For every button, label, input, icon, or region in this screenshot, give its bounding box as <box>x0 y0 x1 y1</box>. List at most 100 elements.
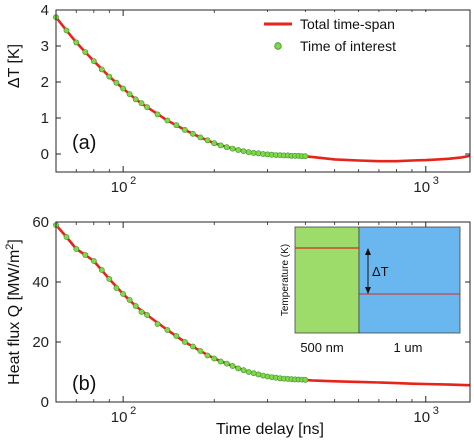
inset-diagram: ΔT Temperature (K) 500 nm 1 um <box>280 226 461 355</box>
panel-a-interest-point <box>204 137 211 144</box>
panel-b-interest-point <box>197 348 204 354</box>
panel-b-interest-point <box>138 309 145 315</box>
panel-b-y-tick-label: 60 <box>32 214 49 231</box>
panel-b-frame <box>55 221 471 403</box>
panel-a-interest-point <box>189 130 196 137</box>
panel-b-interest-point <box>164 327 171 333</box>
panel-b-x-tick-label: 10 <box>413 409 430 426</box>
panel-a-interest-point <box>126 91 133 98</box>
panel-a-interest-point <box>132 96 139 103</box>
panel-b-interest-point <box>63 234 70 240</box>
panel-a-interest-point <box>229 145 236 152</box>
panel-b-interest-point <box>211 355 218 362</box>
panel-a-y-tick-label: 1 <box>41 110 49 127</box>
panel-a-interest-point <box>144 104 150 111</box>
panel-a-y-tick-label: 0 <box>41 146 49 163</box>
panel-b-interest-point <box>144 312 150 318</box>
panel-b-interest-point <box>120 291 126 297</box>
panel-b-interest-point <box>245 369 252 375</box>
panel-b-interest-point <box>235 365 242 372</box>
panel-b-interest-point <box>173 333 180 339</box>
panel-a-y-axis-label: ΔT [K] <box>6 44 23 88</box>
panel-a-interest-point <box>223 144 230 151</box>
panel-a-interest-point <box>90 58 97 64</box>
panel-b-interest-point <box>204 352 211 359</box>
legend-box <box>260 12 466 62</box>
panel-b-x-tick-label: 10 <box>111 409 128 426</box>
panel-a-interest-point <box>98 66 105 73</box>
panel-b-interest-point <box>181 339 188 345</box>
panel-b-interest-point <box>73 246 80 252</box>
panel-b-interest-point <box>217 358 224 365</box>
inset-left-label: 500 nm <box>300 340 343 355</box>
panel-b-interest-point <box>223 360 230 367</box>
panel-a-y-tick-label: 4 <box>41 2 49 19</box>
panel-a-label: (a) <box>72 132 96 154</box>
panel-a-interest-point <box>173 122 180 129</box>
legend-interest-swatch <box>274 42 282 50</box>
panel-a-interest-point <box>113 79 120 86</box>
panel-a-interest-point <box>181 126 188 133</box>
panel-b-x-tick-exponent: 2 <box>130 405 136 417</box>
legend-interest-label: Time of interest <box>300 38 396 54</box>
panel-a-x-tick-label: 10 <box>111 179 128 196</box>
panel-a-x-tick-exponent: 3 <box>433 175 439 187</box>
panel-b-interest-point <box>106 276 113 282</box>
panel-a-series <box>53 14 471 163</box>
legend-total-label: Total time-span <box>300 16 395 32</box>
panel-a-x-tick-label: 10 <box>413 179 430 196</box>
panel-b-y-tick-label: 20 <box>32 334 49 351</box>
panel-b-y-axis-label: Heat flux Q [MW/m2] <box>4 239 23 385</box>
panel-b-interest-point <box>113 285 120 291</box>
panel-b-interest-point <box>82 252 89 258</box>
panel-a-interest-point <box>250 149 257 156</box>
panel-a-y-tick-label: 2 <box>41 74 49 91</box>
panel-a-frame <box>55 9 471 173</box>
panel-b-interest-point <box>98 267 105 273</box>
inset-y-axis-label: Temperature (K) <box>280 244 291 316</box>
inset-arrow-head-up <box>365 248 371 255</box>
panel-a-interest-point <box>197 134 204 141</box>
legend: Total time-span Time of interest <box>260 12 466 62</box>
panel-b-x-tick-exponent: 3 <box>433 405 439 417</box>
panel-a-interest-point <box>138 100 145 107</box>
inset-right-label: 1 um <box>394 340 423 355</box>
panel-a-interest-point <box>302 153 309 160</box>
panel-a-y-tick-label: 3 <box>41 38 49 55</box>
x-axis-label: Time delay [ns] <box>216 421 324 438</box>
inset-arrow-head-down <box>365 287 371 294</box>
panel-a-interest-point <box>235 147 242 153</box>
panel-b-interest-point <box>154 321 161 327</box>
panel-b-interest-point <box>302 376 309 383</box>
panel-b-interest-point <box>240 367 247 374</box>
panel-b-series <box>53 222 471 387</box>
panel-b-interest-point <box>90 258 97 264</box>
inset-delta-label: ΔT <box>372 264 389 279</box>
panel-b-y-tick-label: 0 <box>41 394 49 411</box>
panel-b-interest-point <box>189 343 196 350</box>
panel-b-interest-point <box>132 303 139 309</box>
panel-a-interest-point <box>240 148 247 154</box>
panel-b-interest-point <box>250 370 257 377</box>
inset-right-layer <box>358 226 461 334</box>
panel-b-label: (b) <box>72 373 96 395</box>
panel-b-y-tick-label: 40 <box>32 274 49 291</box>
panel-a-x-tick-exponent: 2 <box>130 175 136 187</box>
panel-a-interest-point <box>164 117 171 124</box>
panel-b-interest-point <box>229 363 236 369</box>
panel-a-interest-point <box>211 140 218 147</box>
panel-b-interest-point <box>126 297 133 303</box>
panel-a-interest-point <box>106 73 113 80</box>
panel-a-interest-point <box>154 111 161 118</box>
panel-a-interest-point <box>217 142 224 149</box>
panel-a-interest-point <box>73 39 80 46</box>
panel-a-interest-point <box>63 27 70 34</box>
panel-a-interest-point <box>245 149 252 156</box>
panel-a-interest-point <box>82 49 89 55</box>
inset-left-layer <box>294 226 360 334</box>
